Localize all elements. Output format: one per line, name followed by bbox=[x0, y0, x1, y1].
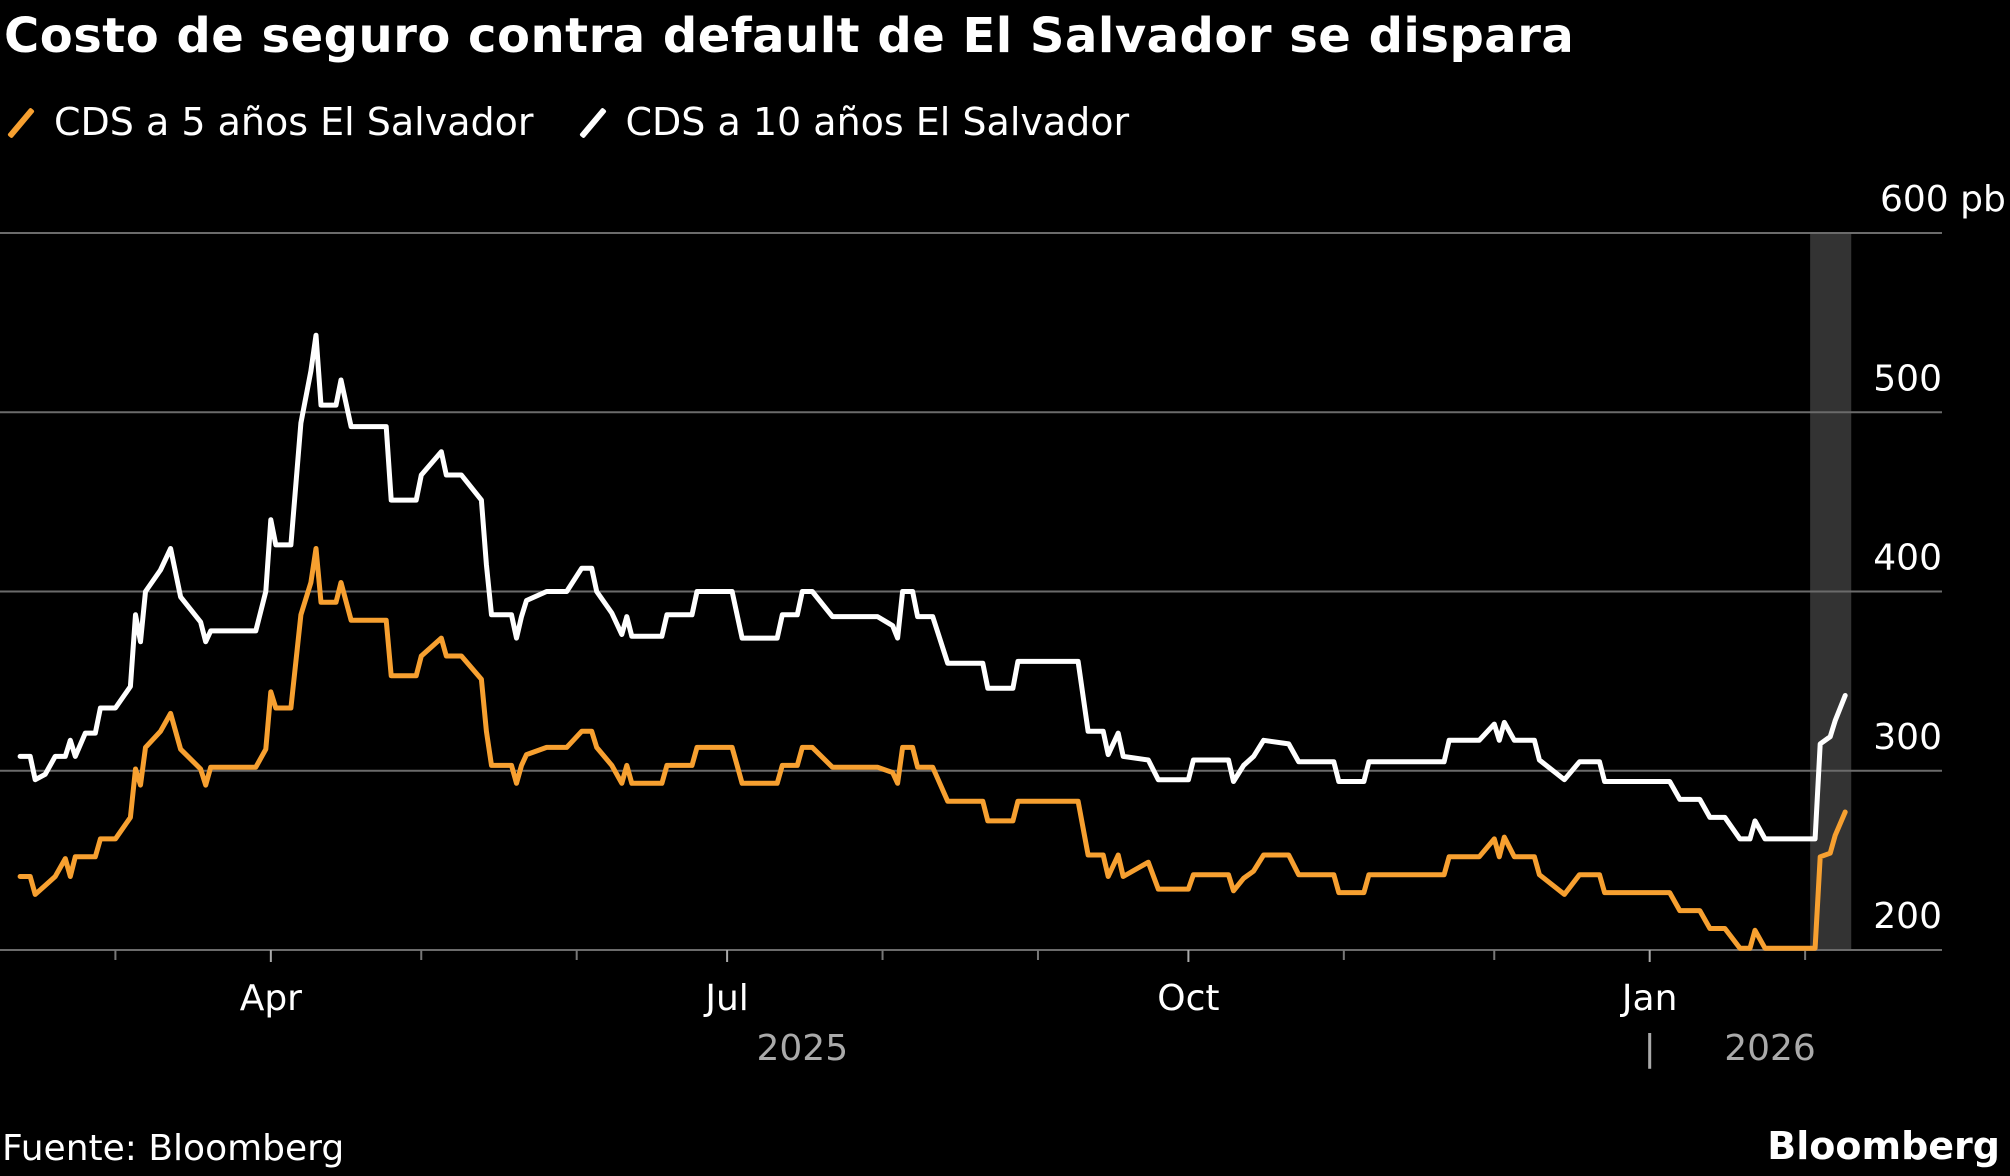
x-year-label: 2025 bbox=[757, 1028, 849, 1069]
y-tick-label: 600 pb bbox=[1880, 179, 2006, 220]
bloomberg-logo: Bloomberg bbox=[1767, 1124, 2000, 1168]
source-note: Fuente: Bloomberg bbox=[2, 1128, 345, 1169]
y-tick-label: 200 bbox=[1873, 896, 1942, 937]
series-line-5y bbox=[17, 546, 1848, 951]
x-tick-label: Apr bbox=[240, 978, 302, 1019]
y-tick-label: 300 bbox=[1873, 717, 1942, 758]
y-tick-label: 500 bbox=[1873, 358, 1942, 399]
legend-label-10y: CDS a 10 años El Salvador bbox=[625, 100, 1130, 144]
year-separator: | bbox=[1644, 1028, 1656, 1069]
x-tick-label: Jan bbox=[1620, 978, 1678, 1019]
x-tick-label: Oct bbox=[1157, 978, 1219, 1019]
x-tick-label: Jul bbox=[703, 978, 748, 1019]
legend-label-5y: CDS a 5 años El Salvador bbox=[54, 100, 534, 144]
x-year-label: 2026 bbox=[1724, 1028, 1816, 1069]
legend-item-5y: CDS a 5 años El Salvador bbox=[6, 100, 534, 144]
legend: CDS a 5 años El Salvador CDS a 10 años E… bbox=[6, 100, 1129, 144]
series-line-10y bbox=[17, 332, 1848, 842]
chart-title: Costo de seguro contra default de El Sal… bbox=[4, 8, 1575, 64]
legend-item-10y: CDS a 10 años El Salvador bbox=[578, 100, 1130, 144]
y-tick-label: 400 bbox=[1873, 538, 1942, 579]
